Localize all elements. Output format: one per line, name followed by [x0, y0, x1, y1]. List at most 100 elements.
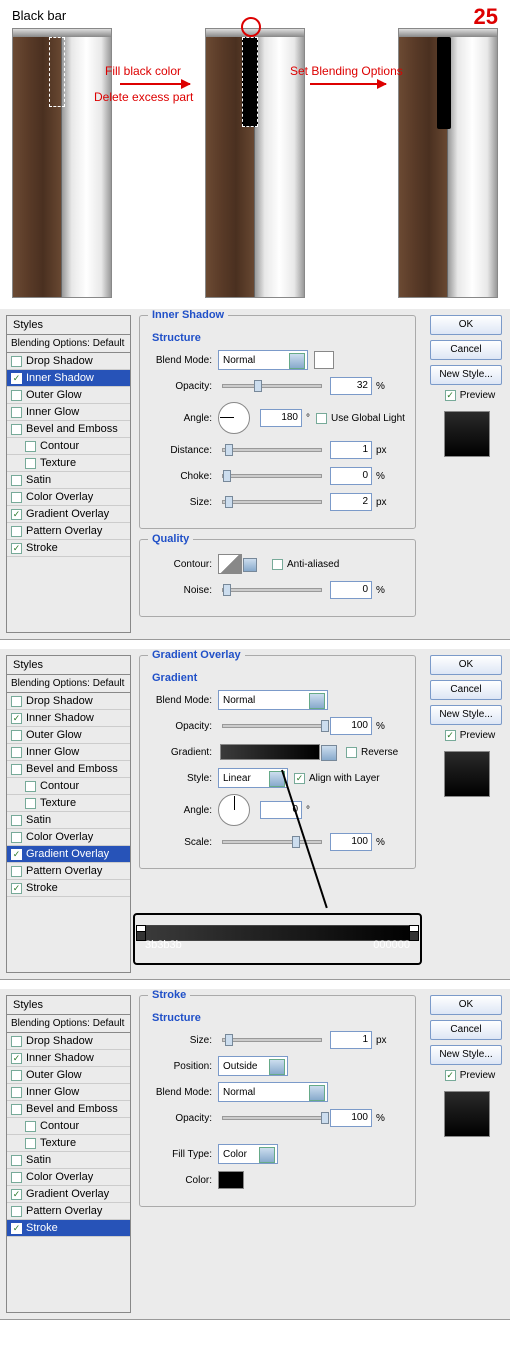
- checkbox[interactable]: [11, 1070, 22, 1081]
- value-input[interactable]: 2: [330, 493, 372, 511]
- style-item-texture[interactable]: Texture: [7, 455, 130, 472]
- fill-type-select[interactable]: Color: [218, 1144, 278, 1164]
- style-item-contour[interactable]: Contour: [7, 438, 130, 455]
- style-item-texture[interactable]: Texture: [7, 1135, 130, 1152]
- gradient-style-select[interactable]: Linear: [218, 768, 288, 788]
- checkbox[interactable]: [25, 798, 36, 809]
- cancel-button[interactable]: Cancel: [430, 340, 502, 360]
- checkbox[interactable]: [11, 1189, 22, 1200]
- preview-check[interactable]: Preview: [436, 1070, 504, 1081]
- checkbox[interactable]: [11, 696, 22, 707]
- checkbox[interactable]: [11, 1206, 22, 1217]
- checkbox[interactable]: [11, 815, 22, 826]
- blending-options-default[interactable]: Blending Options: Default: [7, 675, 130, 693]
- blend-mode-select[interactable]: Normal: [218, 1082, 328, 1102]
- checkbox[interactable]: [11, 883, 22, 894]
- angle-dial[interactable]: [218, 794, 250, 826]
- style-item-gradient-overlay[interactable]: Gradient Overlay: [7, 846, 130, 863]
- checkbox[interactable]: [11, 509, 22, 520]
- style-item-inner-shadow[interactable]: Inner Shadow: [7, 710, 130, 727]
- style-item-contour[interactable]: Contour: [7, 778, 130, 795]
- style-item-inner-glow[interactable]: Inner Glow: [7, 1084, 130, 1101]
- ok-button[interactable]: OK: [430, 315, 502, 335]
- align-check[interactable]: Align with Layer: [294, 773, 380, 784]
- checkbox[interactable]: [25, 1121, 36, 1132]
- checkbox[interactable]: [11, 1053, 22, 1064]
- checkbox[interactable]: [11, 1172, 22, 1183]
- blend-mode-select[interactable]: Normal: [218, 350, 308, 370]
- style-item-drop-shadow[interactable]: Drop Shadow: [7, 1033, 130, 1050]
- style-item-inner-glow[interactable]: Inner Glow: [7, 404, 130, 421]
- style-item-bevel-and-emboss[interactable]: Bevel and Emboss: [7, 1101, 130, 1118]
- style-item-inner-shadow[interactable]: Inner Shadow: [7, 1050, 130, 1067]
- style-item-pattern-overlay[interactable]: Pattern Overlay: [7, 1203, 130, 1220]
- style-item-outer-glow[interactable]: Outer Glow: [7, 727, 130, 744]
- slider[interactable]: [222, 1116, 322, 1120]
- position-select[interactable]: Outside: [218, 1056, 288, 1076]
- style-item-stroke[interactable]: Stroke: [7, 880, 130, 897]
- style-item-inner-shadow[interactable]: Inner Shadow: [7, 370, 130, 387]
- ok-button[interactable]: OK: [430, 655, 502, 675]
- ok-button[interactable]: OK: [430, 995, 502, 1015]
- new-style-button[interactable]: New Style...: [430, 705, 502, 725]
- style-item-contour[interactable]: Contour: [7, 1118, 130, 1135]
- checkbox[interactable]: [11, 713, 22, 724]
- gradient-picker[interactable]: [220, 744, 320, 760]
- checkbox[interactable]: [11, 764, 22, 775]
- stroke-color-swatch[interactable]: [218, 1171, 244, 1189]
- style-item-drop-shadow[interactable]: Drop Shadow: [7, 693, 130, 710]
- cancel-button[interactable]: Cancel: [430, 1020, 502, 1040]
- style-item-pattern-overlay[interactable]: Pattern Overlay: [7, 523, 130, 540]
- checkbox[interactable]: [11, 1104, 22, 1115]
- checkbox[interactable]: [11, 1087, 22, 1098]
- new-style-button[interactable]: New Style...: [430, 1045, 502, 1065]
- style-item-satin[interactable]: Satin: [7, 812, 130, 829]
- slider[interactable]: [222, 384, 322, 388]
- style-item-stroke[interactable]: Stroke: [7, 540, 130, 557]
- preview-check[interactable]: Preview: [436, 730, 504, 741]
- value-input[interactable]: 0: [330, 467, 372, 485]
- style-item-color-overlay[interactable]: Color Overlay: [7, 829, 130, 846]
- checkbox[interactable]: [11, 373, 22, 384]
- slider[interactable]: [222, 724, 322, 728]
- slider[interactable]: [222, 474, 322, 478]
- style-item-gradient-overlay[interactable]: Gradient Overlay: [7, 1186, 130, 1203]
- style-item-color-overlay[interactable]: Color Overlay: [7, 1169, 130, 1186]
- checkbox[interactable]: [11, 407, 22, 418]
- checkbox[interactable]: [25, 781, 36, 792]
- new-style-button[interactable]: New Style...: [430, 365, 502, 385]
- value-input[interactable]: 100: [330, 1109, 372, 1127]
- slider[interactable]: [222, 588, 322, 592]
- value-input[interactable]: 100: [330, 717, 372, 735]
- value-input[interactable]: 32: [330, 377, 372, 395]
- style-item-outer-glow[interactable]: Outer Glow: [7, 387, 130, 404]
- style-item-color-overlay[interactable]: Color Overlay: [7, 489, 130, 506]
- blend-mode-select[interactable]: Normal: [218, 690, 328, 710]
- style-item-bevel-and-emboss[interactable]: Bevel and Emboss: [7, 761, 130, 778]
- checkbox[interactable]: [25, 458, 36, 469]
- reverse-check[interactable]: Reverse: [346, 747, 398, 758]
- checkbox[interactable]: [11, 390, 22, 401]
- checkbox[interactable]: [11, 730, 22, 741]
- slider[interactable]: [222, 1038, 322, 1042]
- style-item-drop-shadow[interactable]: Drop Shadow: [7, 353, 130, 370]
- style-item-inner-glow[interactable]: Inner Glow: [7, 744, 130, 761]
- preview-check[interactable]: Preview: [436, 390, 504, 401]
- slider[interactable]: [222, 500, 322, 504]
- checkbox[interactable]: [11, 543, 22, 554]
- value-input[interactable]: 100: [330, 833, 372, 851]
- value-input[interactable]: 1: [330, 1031, 372, 1049]
- angle-dial[interactable]: [218, 402, 250, 434]
- checkbox[interactable]: [11, 1036, 22, 1047]
- checkbox[interactable]: [11, 747, 22, 758]
- checkbox[interactable]: [11, 1155, 22, 1166]
- checkbox[interactable]: [25, 441, 36, 452]
- value-input[interactable]: 0: [330, 581, 372, 599]
- style-item-satin[interactable]: Satin: [7, 472, 130, 489]
- value-input[interactable]: 1: [330, 441, 372, 459]
- color-swatch[interactable]: [314, 351, 334, 369]
- checkbox[interactable]: [11, 832, 22, 843]
- blending-options-default[interactable]: Blending Options: Default: [7, 1015, 130, 1033]
- checkbox[interactable]: [11, 475, 22, 486]
- style-item-outer-glow[interactable]: Outer Glow: [7, 1067, 130, 1084]
